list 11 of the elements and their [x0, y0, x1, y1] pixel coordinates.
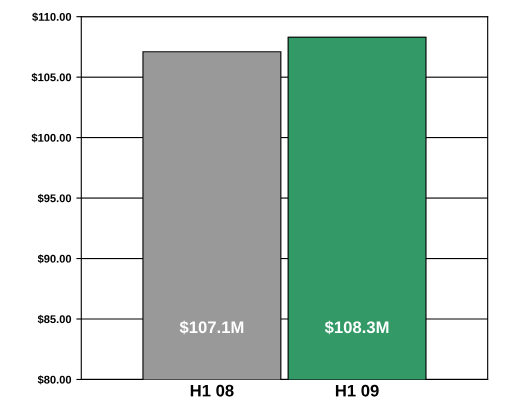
- y-tick-label: $80.00: [38, 375, 72, 384]
- y-tick-label: $100.00: [32, 133, 72, 142]
- x-tick-label: H1 08: [190, 384, 234, 397]
- data-label: $108.3M: [324, 320, 388, 334]
- y-tick-label: $95.00: [38, 194, 72, 203]
- y-tick-label: $85.00: [38, 314, 72, 324]
- y-tick-label: $105.00: [32, 72, 72, 82]
- data-label: $107.1M: [180, 320, 244, 334]
- y-tick-label: $110.00: [32, 12, 72, 22]
- x-tick-label: H1 09: [336, 384, 379, 397]
- y-tick-label: $90.00: [38, 254, 72, 264]
